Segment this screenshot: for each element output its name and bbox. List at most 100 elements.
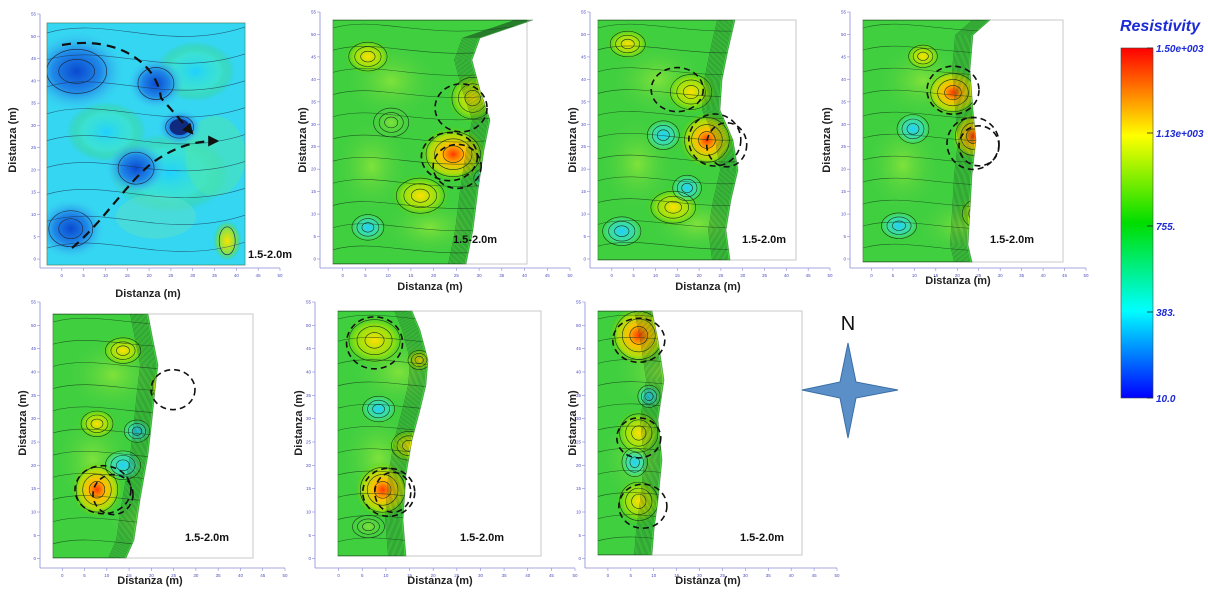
y-tick-label: 40 bbox=[581, 77, 587, 82]
y-tick-label: 25 bbox=[31, 440, 37, 445]
y-tick-label: 30 bbox=[576, 416, 582, 421]
x-tick-label: 0 bbox=[341, 273, 344, 278]
y-tick-label: 20 bbox=[581, 167, 587, 172]
y-tick-label: 10 bbox=[581, 212, 587, 217]
x-tick-label: 35 bbox=[499, 273, 505, 278]
north-arrow: N bbox=[801, 313, 899, 439]
y-tick-label: 5 bbox=[33, 533, 36, 538]
y-tick-label: 45 bbox=[31, 346, 37, 351]
colorbar-tick-label: 383. bbox=[1156, 308, 1175, 319]
x-tick-label: 15 bbox=[933, 273, 939, 278]
x-tick-label: 50 bbox=[277, 273, 283, 278]
colorbar-tick-label: 1.13e+003 bbox=[1156, 129, 1204, 140]
north-label: N bbox=[841, 313, 855, 335]
x-tick-label: 50 bbox=[282, 573, 288, 578]
anomaly-circle bbox=[705, 122, 748, 168]
y-tick-label: 30 bbox=[31, 416, 37, 421]
y-axis-title: Distanza (m) bbox=[17, 390, 29, 456]
y-tick-label: 25 bbox=[581, 144, 587, 149]
y-tick-label: 40 bbox=[311, 77, 317, 82]
resistivity-map-4: 0 5 10 15 20 25 30 35 40 45 50 0 5 10 15 20 25 30 35 40 45 50… bbox=[821, 10, 1089, 288]
y-tick-label: 55 bbox=[31, 12, 37, 17]
y-tick-label: 10 bbox=[311, 212, 317, 217]
x-tick-label: 10 bbox=[653, 273, 659, 278]
x-tick-label: 40 bbox=[789, 573, 795, 578]
x-tick-label: 35 bbox=[502, 573, 508, 578]
y-tick-label: 35 bbox=[31, 101, 37, 106]
y-tick-label: 50 bbox=[31, 323, 37, 328]
y-tick-label: 30 bbox=[841, 122, 847, 127]
anomaly-circle bbox=[688, 113, 742, 167]
anomaly-circle bbox=[926, 65, 980, 115]
x-tick-label: 30 bbox=[743, 573, 749, 578]
x-tick-label: 30 bbox=[998, 273, 1004, 278]
y-tick-label: 45 bbox=[31, 56, 37, 61]
map-axes: 0 5 10 15 20 25 30 35 40 45 5005101520253035404550… bbox=[581, 10, 833, 279]
x-tick-label: 20 bbox=[697, 273, 703, 278]
y-tick-label: 15 bbox=[31, 190, 37, 195]
x-tick-label: 15 bbox=[407, 573, 413, 578]
resistivity-field bbox=[47, 23, 245, 265]
y-tick-label: 10 bbox=[841, 212, 847, 217]
y-tick-label: 20 bbox=[31, 463, 37, 468]
y-tick-label: 10 bbox=[31, 510, 37, 515]
y-tick-label: 45 bbox=[581, 54, 587, 59]
x-tick-label: 50 bbox=[834, 573, 840, 578]
y-tick-label: 20 bbox=[576, 463, 582, 468]
x-tick-label: 50 bbox=[827, 273, 833, 278]
y-tick-label: 50 bbox=[31, 34, 37, 39]
x-tick-label: 20 bbox=[149, 573, 155, 578]
x-tick-label: 0 bbox=[870, 273, 873, 278]
x-tick-label: 20 bbox=[431, 273, 437, 278]
x-tick-label: 45 bbox=[1062, 273, 1068, 278]
y-tick-label: 40 bbox=[841, 77, 847, 82]
x-axis-title: Distanza (m) bbox=[675, 575, 741, 587]
x-tick-label: 45 bbox=[256, 273, 262, 278]
y-tick-label: 10 bbox=[306, 510, 312, 515]
x-tick-label: 25 bbox=[168, 273, 174, 278]
resistivity-map-3: 0 5 10 15 20 25 30 35 40 45 50 0 5 10 15 20 25 30 35 40 45 50… bbox=[567, 10, 833, 294]
y-tick-label: 35 bbox=[311, 99, 317, 104]
y-tick-label: 45 bbox=[311, 54, 317, 59]
x-tick-label: 30 bbox=[477, 273, 483, 278]
x-tick-label: 0 bbox=[611, 273, 614, 278]
y-tick-label: 25 bbox=[306, 440, 312, 445]
resistivity-map-7: 0 5 10 15 20 25 30 35 40 45 50 0 5 10 15 20 25 30 35 40 45 50… bbox=[567, 300, 840, 588]
x-tick-label: 5 bbox=[892, 273, 895, 278]
y-tick-label: 30 bbox=[581, 122, 587, 127]
x-tick-label: 45 bbox=[545, 273, 551, 278]
y-tick-label: 10 bbox=[31, 212, 37, 217]
anomaly-circle bbox=[611, 317, 666, 364]
anomaly-circle bbox=[432, 143, 482, 190]
x-tick-label: 5 bbox=[364, 273, 367, 278]
x-tick-label: 35 bbox=[766, 573, 772, 578]
depth-label: 1.5-2.0m bbox=[248, 249, 292, 261]
x-tick-label: 5 bbox=[361, 573, 364, 578]
x-axis-title: Distanza (m) bbox=[397, 281, 463, 293]
x-tick-label: 45 bbox=[549, 573, 555, 578]
x-tick-label: 10 bbox=[383, 573, 389, 578]
colorbar-tick-label: 1.50e+003 bbox=[1156, 44, 1204, 55]
y-tick-label: 5 bbox=[578, 533, 581, 538]
y-tick-label: 30 bbox=[306, 416, 312, 421]
resistivity-field bbox=[338, 311, 428, 556]
x-tick-label: 25 bbox=[718, 273, 724, 278]
x-axis-title: Distanza (m) bbox=[115, 288, 181, 300]
y-tick-label: 25 bbox=[576, 440, 582, 445]
x-tick-label: 40 bbox=[784, 273, 790, 278]
depth-label: 1.5-2.0m bbox=[742, 234, 786, 246]
x-tick-label: 0 bbox=[61, 273, 64, 278]
resistivity-field bbox=[53, 314, 158, 558]
map-axes: 0 5 10 15 20 25 30 35 40 45 5005101520253035404550… bbox=[306, 300, 578, 579]
y-tick-label: 45 bbox=[841, 54, 847, 59]
x-tick-label: 40 bbox=[522, 273, 528, 278]
y-tick-label: 0 bbox=[308, 556, 311, 561]
x-tick-label: 45 bbox=[806, 273, 812, 278]
map-axes: 0 5 10 15 20 25 30 35 40 45 5005101520253035404550… bbox=[576, 300, 840, 579]
x-tick-label: 40 bbox=[1041, 273, 1047, 278]
y-tick-label: 55 bbox=[576, 300, 582, 305]
anomaly-circle bbox=[361, 467, 416, 518]
y-tick-label: 35 bbox=[31, 393, 37, 398]
anomaly-circle bbox=[650, 66, 705, 113]
y-tick-label: 35 bbox=[841, 99, 847, 104]
